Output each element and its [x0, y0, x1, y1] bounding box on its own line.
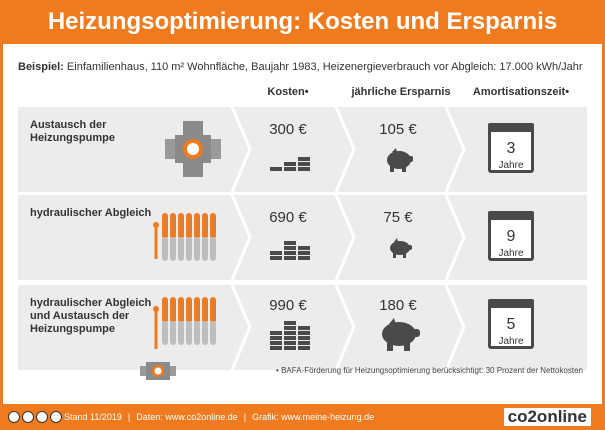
- payback-unit: Jahre: [498, 248, 524, 259]
- row-label: hydraulischer Abgleich und Austausch der…: [30, 297, 152, 335]
- row-divider-chevrons: [230, 285, 466, 370]
- savings-value: 75 €: [383, 209, 413, 226]
- savings-value: 180 €: [379, 297, 417, 314]
- cost-value: 300 €: [269, 121, 307, 138]
- savings-value: 105 €: [379, 121, 417, 138]
- cc-icon: [8, 411, 20, 423]
- row-label: Austausch der Heizungspumpe: [30, 119, 115, 144]
- row-hydraulic-balancing: hydraulischer Abgleich 690 € 75 €: [18, 195, 587, 280]
- footnote: • BAFA-Förderung für Heizungsoptimierung…: [276, 366, 583, 375]
- footer-credits: Stand 11/2019 | Daten: www.co2online.de | Gr…: [64, 412, 375, 422]
- payback-unit: Jahre: [498, 160, 524, 171]
- column-header-payback: Amortisationszeit•: [472, 86, 570, 98]
- footer-bar: Stand 11/2019 | Daten: www.co2online.de | Gr…: [0, 404, 605, 430]
- row-pump-replacement: Austausch der Heizungspumpe 300 € 105 € …: [18, 107, 587, 192]
- creative-commons-icons: [8, 411, 62, 423]
- calendar-icon: 9 Jahre: [488, 211, 534, 261]
- payback-years: 5: [506, 316, 516, 333]
- by-icon: [22, 411, 34, 423]
- row-divider-chevrons: [230, 195, 466, 280]
- example-prefix: Beispiel:: [18, 61, 64, 73]
- coin-stack-icon: [270, 241, 310, 260]
- radiator-icon: [153, 297, 216, 349]
- row-label: hydraulischer Abgleich: [30, 207, 152, 219]
- co2online-logo: co2online: [503, 408, 591, 426]
- radiator-icon: [153, 213, 216, 261]
- footer-graphic-link[interactable]: Grafik: www.meine-heizung.de: [252, 412, 375, 422]
- column-header-savings: jährliche Ersparnis: [351, 86, 451, 98]
- nc-icon: [36, 411, 48, 423]
- example-description: Beispiel: Einfamilienhaus, 110 m² Wohnfl…: [18, 61, 583, 73]
- calendar-icon: 5 Jahre: [488, 299, 534, 349]
- cost-value: 690 €: [269, 209, 307, 226]
- payback-unit: Jahre: [498, 336, 524, 347]
- footer-data-link[interactable]: Daten: www.co2online.de: [136, 412, 238, 422]
- piggy-bank-icon: [390, 238, 412, 258]
- column-header-cost: Kosten•: [267, 86, 309, 98]
- payback-years: 3: [506, 140, 516, 157]
- piggy-bank-icon: [382, 318, 420, 351]
- row-divider-chevrons: [230, 107, 466, 192]
- coin-stack-icon: [270, 157, 310, 171]
- pump-icon: [165, 121, 221, 177]
- page-title: Heizungsoptimierung: Kosten und Ersparni…: [0, 0, 605, 44]
- row-combined-optimization: hydraulischer Abgleich und Austausch der…: [18, 285, 587, 370]
- payback-years: 9: [506, 228, 516, 245]
- cost-value: 990 €: [269, 297, 307, 314]
- example-text: Einfamilienhaus, 110 m² Wohnfläche, Bauj…: [63, 61, 583, 73]
- small-pump-icon: [140, 362, 176, 380]
- calendar-icon: 3 Jahre: [488, 123, 534, 173]
- nd-icon: [50, 411, 62, 423]
- footer-stand: Stand 11/2019: [64, 412, 122, 422]
- coin-stack-icon: [270, 321, 310, 350]
- piggy-bank-icon: [387, 148, 413, 172]
